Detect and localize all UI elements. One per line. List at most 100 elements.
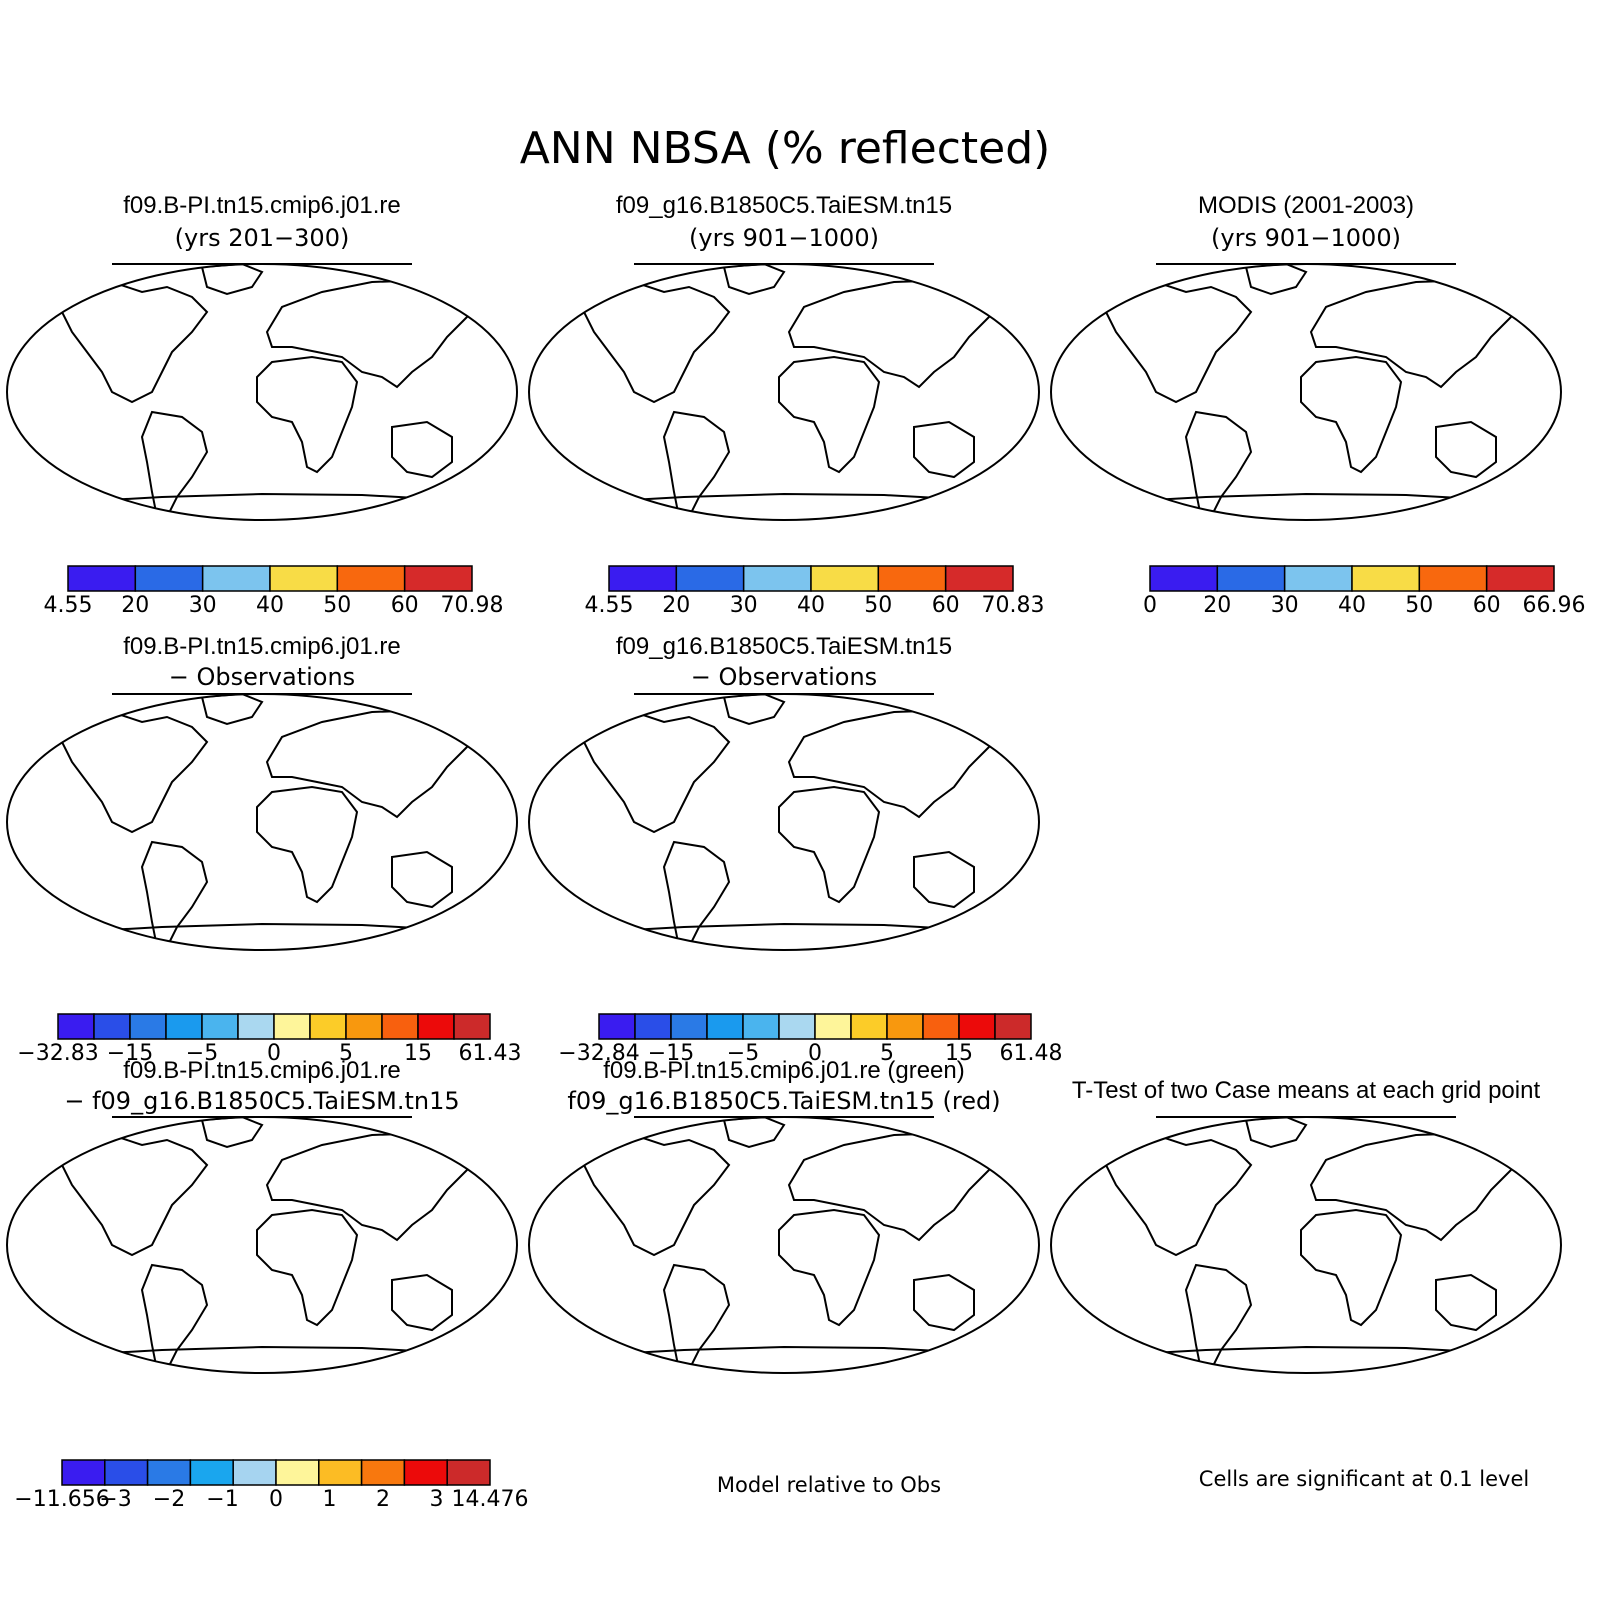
ocean <box>7 264 517 520</box>
colorbar-tick-label: 4.55 <box>585 593 634 618</box>
colorbar-tick-label: 0 <box>267 1041 281 1066</box>
colorbar-tick-label: 0 <box>269 1487 283 1512</box>
colorbar-tick-label: 50 <box>864 593 892 618</box>
colorbar-tick-label: −32.84 <box>558 1041 639 1066</box>
figure-title: ANN NBSA (% reflected) <box>520 123 1051 174</box>
colorbar-tick-label: 61.43 <box>459 1041 522 1066</box>
map-panel-7 <box>528 1116 1040 1374</box>
colorbar-tick-label: 30 <box>189 593 217 618</box>
colorbar-tick-label: 60 <box>932 593 960 618</box>
colorbar-swatch <box>165 1013 203 1040</box>
colorbar-tick-label: 30 <box>1271 593 1299 618</box>
map-panel-6 <box>6 1116 518 1374</box>
colorbar-tick-label: 50 <box>323 593 351 618</box>
colorbar-swatch <box>958 1013 996 1040</box>
note-significance: Cells are significant at 0.1 level <box>1199 1467 1529 1491</box>
colorbar-tick-label: 20 <box>121 593 149 618</box>
ocean <box>529 694 1039 950</box>
colorbar-tick-label: 66.96 <box>1523 593 1586 618</box>
colorbar-swatch <box>742 1013 780 1040</box>
colorbar-swatch <box>189 1459 234 1486</box>
colorbar-tick-label: 60 <box>1473 593 1501 618</box>
map-panels <box>6 263 1562 1374</box>
colorbar-swatch <box>360 1459 406 1486</box>
colorbar-swatch <box>446 1459 491 1486</box>
colorbar-tick-label: 70.98 <box>441 593 504 618</box>
colorbar-swatch <box>706 1013 744 1040</box>
colorbar-tick-label: −32.83 <box>17 1041 98 1066</box>
colorbar-swatch <box>104 1459 149 1486</box>
colorbar-swatch <box>742 565 812 592</box>
colorbar-swatch <box>634 1013 672 1040</box>
colorbar-swatch <box>886 1013 924 1040</box>
colorbar-swatch <box>381 1013 419 1040</box>
colorbar-tick-label: −5 <box>186 1041 218 1066</box>
colorbar-swatch <box>134 565 204 592</box>
colorbar-swatch <box>922 1013 960 1040</box>
colorbar-swatch <box>1283 565 1353 592</box>
colorbar-swatch <box>232 1459 277 1486</box>
colorbar-swatch <box>778 1013 816 1040</box>
colorbar-tick-label: 30 <box>730 593 758 618</box>
panel-7-line2: f09_g16.B1850C5.TaiESM.tn15 (red) <box>567 1087 1000 1115</box>
panel-6-line1: f09.B-PI.tn15.cmip6.j01.re <box>123 1057 400 1084</box>
panel-8-line1: T-Test of two Case means at each grid po… <box>1072 1077 1541 1104</box>
panel-3-line2: (yrs 901−1000) <box>1211 224 1401 252</box>
colorbar-tick-label: 50 <box>1405 593 1433 618</box>
panel-6-line2: − f09_g16.B1850C5.TaiESM.tn15 <box>64 1087 459 1115</box>
panel-4-line1: f09.B-PI.tn15.cmip6.j01.re <box>123 633 400 660</box>
colorbar-tick-label: 40 <box>1338 593 1366 618</box>
colorbar-swatch <box>275 1459 320 1486</box>
panel-3-line1: MODIS (2001-2003) <box>1198 192 1414 219</box>
colorbar-tick-label: 0 <box>808 1041 822 1066</box>
colorbar-tick-label: 40 <box>256 593 284 618</box>
colorbar-swatch <box>61 1459 106 1486</box>
colorbar-tick-label: 70.83 <box>982 593 1045 618</box>
colorbar-swatch <box>675 565 745 592</box>
colorbar-swatch <box>994 1013 1032 1040</box>
colorbar-tick-label: 4.55 <box>44 593 93 618</box>
colorbar-swatch <box>345 1013 383 1040</box>
colorbar-swatch <box>403 1459 448 1486</box>
panel-2-line2: (yrs 901−1000) <box>689 224 879 252</box>
colorbar-tick-label: −1 <box>206 1487 238 1512</box>
colorbar-swatch <box>1485 565 1555 592</box>
colorbar-swatch <box>57 1013 95 1040</box>
ocean <box>529 1117 1039 1373</box>
colorbar-swatch <box>237 1013 275 1040</box>
colorbar-swatch <box>453 1013 491 1040</box>
colorbar-swatch <box>1418 565 1488 592</box>
colorbar-tick-label: −15 <box>648 1041 694 1066</box>
colorbar-tick-label: 60 <box>391 593 419 618</box>
colorbar-tick-label: 15 <box>945 1041 973 1066</box>
colorbar-swatch <box>877 565 947 592</box>
colorbar-tick-label: 0 <box>1143 593 1157 618</box>
colorbar-tick-label: 5 <box>339 1041 353 1066</box>
colorbar-swatch <box>810 565 880 592</box>
note-model-relative: Model relative to Obs <box>717 1473 941 1497</box>
colorbar-tick-label: 2 <box>376 1487 390 1512</box>
colorbar-swatch <box>670 1013 708 1040</box>
panel-1-line1: f09.B-PI.tn15.cmip6.j01.re <box>123 192 400 219</box>
colorbar-swatch <box>93 1013 131 1040</box>
colorbar-swatch <box>336 565 406 592</box>
colorbar-swatch <box>146 1459 192 1486</box>
panel-titles: f09.B-PI.tn15.cmip6.j01.re (yrs 201−300)… <box>64 192 1540 1115</box>
map-panel-3 <box>1050 263 1562 521</box>
panel-1-line2: (yrs 201−300) <box>175 224 350 252</box>
ocean <box>1051 1117 1561 1373</box>
colorbar-tick-label: 15 <box>404 1041 432 1066</box>
colorbar-tick-label: 14.476 <box>452 1487 529 1512</box>
colorbar-swatch <box>273 1013 311 1040</box>
colorbar-tick-label: 5 <box>880 1041 894 1066</box>
panel-4-line2: − Observations <box>169 663 355 691</box>
colorbar-swatch <box>201 565 271 592</box>
map-panel-2 <box>528 263 1040 521</box>
colorbar-swatch <box>1351 565 1421 592</box>
colorbar-swatch <box>598 1013 636 1040</box>
colorbar-swatch <box>814 1013 852 1040</box>
colorbar-swatch <box>269 565 339 592</box>
colorbar-3: 0 20 30 40 50 60 66.96 <box>1143 565 1586 618</box>
ocean <box>1051 264 1561 520</box>
